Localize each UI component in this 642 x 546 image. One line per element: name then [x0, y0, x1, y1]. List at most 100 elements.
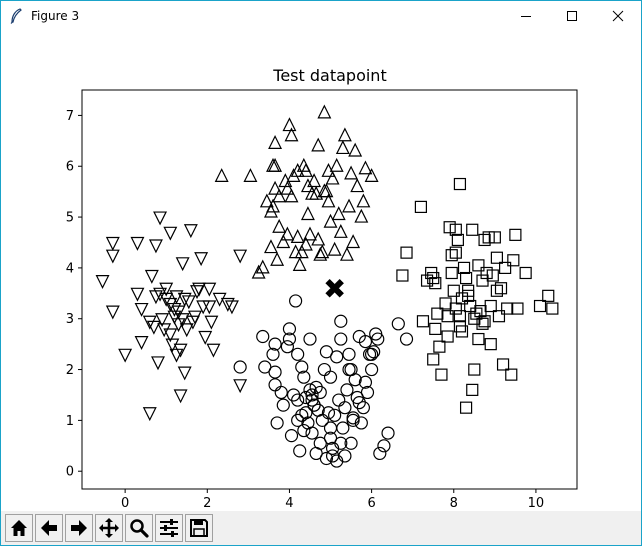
data-point-square	[453, 310, 467, 323]
pan-button[interactable]	[95, 514, 123, 542]
zoom-button[interactable]	[125, 514, 153, 542]
data-point-triangle-down	[175, 313, 190, 328]
data-point-square	[546, 302, 559, 315]
data-point-square	[466, 223, 479, 236]
minimize-button[interactable]	[503, 1, 549, 31]
plot-canvas[interactable]: Test datapoint 0 2 4 6 8 10 0 1 2 3 4 5 6 7	[1, 31, 641, 511]
home-icon	[11, 520, 27, 536]
data-point-triangle-up	[284, 188, 299, 203]
data-point-triangle-up	[350, 178, 365, 193]
data-point-circle	[268, 378, 282, 392]
data-point-circle	[365, 347, 379, 361]
y-tick-label: 7	[66, 109, 74, 124]
y-tick-label: 6	[66, 160, 74, 175]
configure-subplots-button[interactable]	[155, 514, 183, 542]
data-point-square	[468, 363, 481, 376]
data-point-triangle-up	[280, 180, 295, 195]
data-point-triangle-up	[364, 168, 379, 183]
data-point-triangle-up	[284, 127, 299, 142]
data-point-square	[507, 254, 520, 267]
data-point-circle	[284, 429, 299, 443]
x-tick-label: 10	[528, 496, 545, 511]
y-tick-label: 2	[66, 363, 74, 378]
data-point-circle	[307, 398, 321, 412]
save-button[interactable]	[185, 514, 213, 542]
data-point-square	[499, 261, 512, 274]
data-point-square	[455, 325, 469, 338]
data-point-circle	[323, 421, 338, 435]
data-point-circle	[371, 332, 385, 346]
close-icon	[612, 10, 624, 22]
data-point-triangle-down	[202, 300, 217, 315]
data-point-circle	[266, 347, 280, 361]
data-point-square	[455, 292, 469, 305]
data-point-circle	[356, 401, 370, 415]
axis-ticks: 0 2 4 6 8 10 0 1 2 3 4 5 6 7	[66, 109, 544, 511]
data-point-triangle-up	[294, 244, 309, 259]
data-point-square	[441, 310, 454, 323]
data-point-circle	[270, 416, 284, 430]
data-point-square	[433, 340, 446, 353]
data-point-triangle-down	[163, 328, 178, 343]
data-point-square	[445, 249, 458, 262]
forward-button[interactable]	[65, 514, 93, 542]
data-point-circle	[334, 314, 348, 328]
chart-title: Test datapoint	[272, 66, 386, 85]
data-point-triangle-up	[344, 165, 359, 180]
data-point-square	[496, 358, 510, 371]
magnifier-icon	[130, 519, 149, 538]
data-point-square	[501, 302, 514, 315]
data-point-circle	[338, 401, 352, 415]
data-point-triangle-down	[157, 323, 172, 338]
arrow-right-icon	[71, 520, 87, 536]
data-point-square	[474, 305, 487, 318]
data-point-square	[396, 269, 409, 282]
data-point-triangle-up	[268, 180, 283, 195]
data-point-triangle-down	[177, 366, 192, 381]
data-point-square	[400, 246, 413, 259]
data-point-triangle-down	[142, 407, 157, 422]
data-point-square	[472, 259, 485, 272]
data-point-circle	[280, 340, 294, 354]
data-point-triangle-up	[272, 218, 287, 233]
data-point-triangle-up	[259, 193, 274, 208]
home-button[interactable]	[5, 514, 33, 542]
data-point-triangle-down	[177, 292, 192, 307]
data-point-circle	[268, 337, 282, 351]
maximize-button[interactable]	[549, 1, 595, 31]
data-point-circle	[399, 332, 414, 346]
data-point-square	[478, 233, 491, 247]
data-point-circle	[342, 347, 356, 361]
data-point-square	[482, 231, 495, 244]
data-point-circle	[332, 393, 346, 407]
data-point-triangle-up	[243, 168, 258, 183]
data-point-circle	[313, 436, 327, 450]
data-point-triangle-down	[144, 269, 159, 284]
x-tick-label: 6	[367, 496, 375, 511]
data-point-triangle-up	[335, 140, 350, 155]
data-point-triangle-up	[348, 142, 363, 157]
data-point-square	[459, 401, 473, 414]
data-point-circle	[299, 406, 313, 420]
data-point-triangle-up	[272, 188, 287, 203]
data-point-square	[439, 297, 452, 310]
data-point-triangle-up	[329, 157, 344, 172]
data-point-triangle-down	[151, 356, 165, 371]
data-point-triangle-up	[290, 229, 305, 244]
data-point-circle	[325, 441, 340, 455]
data-point-square	[464, 299, 477, 313]
back-button[interactable]	[35, 514, 63, 542]
scatter-chart: Test datapoint 0 2 4 6 8 10 0 1 2 3 4 5 6 7	[66, 66, 578, 511]
sliders-icon	[160, 519, 178, 537]
axes-frame	[81, 89, 578, 490]
data-point-triangle-down	[202, 282, 217, 297]
close-button[interactable]	[595, 1, 641, 31]
data-point-square	[519, 266, 532, 280]
data-point-triangle-down	[204, 315, 219, 330]
data-point-triangle-down	[169, 290, 184, 305]
data-point-square	[462, 289, 475, 302]
data-point-circle	[346, 413, 360, 427]
data-point-circle	[297, 423, 311, 438]
x-tick-label: 8	[450, 496, 458, 511]
data-point-triangle-down	[192, 282, 207, 297]
